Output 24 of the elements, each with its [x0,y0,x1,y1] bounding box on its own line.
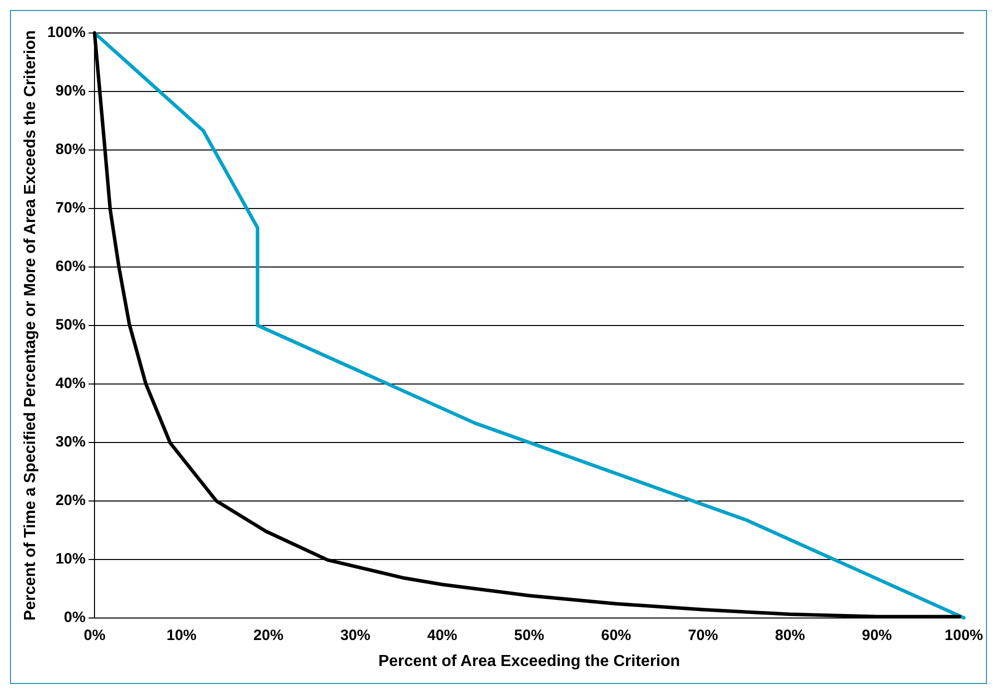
x-tick-label: 70% [688,626,718,644]
y-tick-label: 90% [56,82,86,100]
x-tick-label: 20% [253,626,284,644]
y-tick-label: 0% [64,608,86,626]
y-tick-label: 70% [56,200,86,217]
y-axis-title: Percent of Time a Specified Percentage or More of Area Exceeds the Criterion [22,30,40,621]
y-tick-label: 80% [56,141,86,158]
x-tick-label: 0% [84,626,106,644]
y-tick-label: 20% [56,492,86,509]
y-tick-label: 60% [56,258,86,276]
x-tick-label: 50% [514,626,544,644]
x-tick-label: 80% [774,626,805,644]
x-tick-label: 10% [166,626,197,644]
x-tick-label: 90% [862,626,892,644]
x-tick-label: 30% [340,626,370,644]
x-tick-label: 60% [601,626,632,644]
x-axis-title: Percent of Area Exceeding the Criterion [378,652,680,670]
y-tick-label: 30% [56,434,86,450]
y-tick-label: 10% [56,550,86,568]
x-tick-label: 40% [427,626,458,644]
y-tick-label: 100% [47,24,86,42]
y-tick-label: 50% [56,316,86,334]
x-tick-label: 100% [944,626,984,644]
y-tick-label: 40% [56,375,86,392]
